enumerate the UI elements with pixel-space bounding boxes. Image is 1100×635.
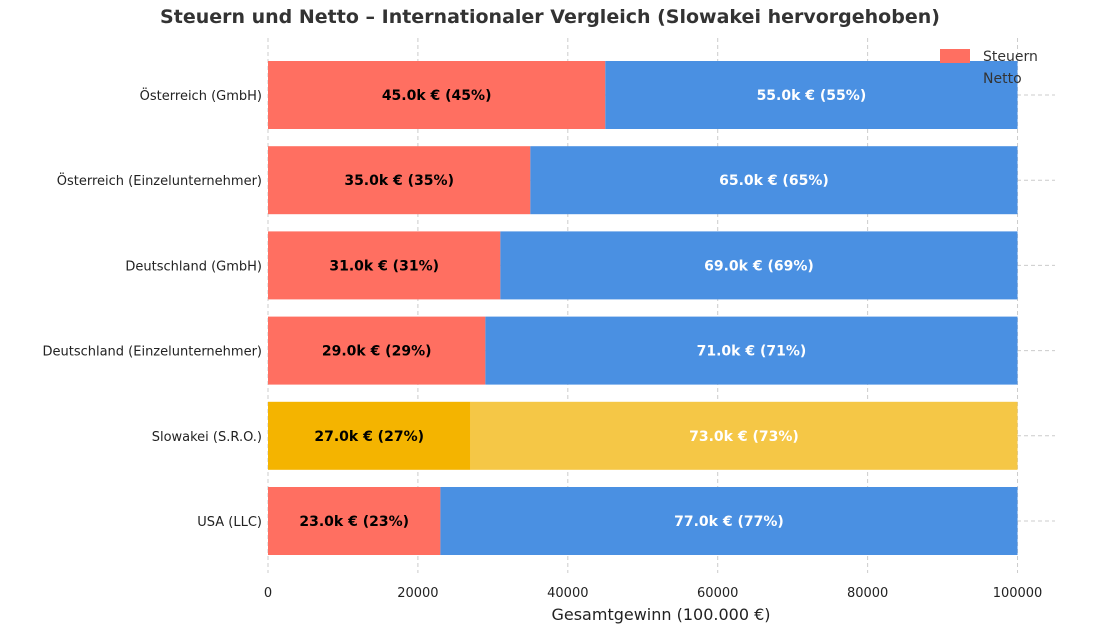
bar-label-netto-5: 77.0k € (77%)	[674, 514, 784, 530]
legend-label-netto: Netto	[983, 71, 1022, 87]
bar-netto-2	[500, 231, 1018, 300]
legend-label-steuern: Steuern	[983, 49, 1038, 65]
chart-title: Steuern und Netto – Internationaler Verg…	[160, 6, 940, 28]
bar-steuern-0	[268, 61, 606, 129]
bar-steuern-1	[268, 146, 531, 215]
y-tick-label: Slowakei (S.R.O.)	[152, 430, 262, 445]
y-axis-labels: Österreich (GmbH) Österreich (Einzelunter…	[42, 87, 262, 530]
bar-label-netto-3: 71.0k € (71%)	[697, 344, 807, 360]
x-tick-label: 20000	[397, 586, 438, 601]
bar-label-steuern-5: 23.0k € (23%)	[299, 514, 409, 530]
y-tick-label: Österreich (GmbH)	[140, 87, 262, 104]
bar-label-netto-1: 65.0k € (65%)	[719, 173, 829, 189]
bar-netto-3	[485, 316, 1018, 385]
legend-swatch-steuern	[940, 49, 970, 63]
x-tick-label: 100000	[993, 586, 1043, 601]
bars: 45.0k € (45%) 55.0k € (55%) 35.0k € (35%) 6…	[268, 61, 1018, 555]
x-tick-label: 80000	[847, 586, 888, 601]
bar-steuern-5	[268, 487, 441, 555]
x-tick-label: 60000	[697, 586, 738, 601]
bar-label-steuern-0: 45.0k € (45%)	[382, 88, 492, 104]
y-tick-label: Deutschland (GmbH)	[125, 259, 262, 274]
bar-label-steuern-4: 27.0k € (27%)	[314, 429, 424, 445]
bar-steuern-3	[268, 316, 486, 385]
y-tick-label: USA (LLC)	[197, 515, 262, 530]
x-axis-title: Gesamtgewinn (100.000 €)	[551, 605, 770, 624]
bar-netto-5	[440, 487, 1018, 555]
bar-label-steuern-3: 29.0k € (29%)	[322, 344, 432, 360]
y-tick-label: Deutschland (Einzelunternehmer)	[42, 345, 262, 360]
bar-label-netto-0: 55.0k € (55%)	[757, 88, 867, 104]
bar-label-steuern-1: 35.0k € (35%)	[344, 173, 454, 189]
bar-label-netto-4: 73.0k € (73%)	[689, 429, 799, 445]
bar-steuern-2	[268, 231, 501, 300]
y-tick-label: Österreich (Einzelunternehmer)	[57, 172, 262, 189]
bar-netto-4	[470, 401, 1018, 470]
x-axis-ticks: 0 20000 40000 60000 80000 100000	[264, 586, 1042, 601]
x-tick-label: 40000	[547, 586, 588, 601]
x-tick-label: 0	[264, 586, 272, 601]
bar-steuern-4	[268, 401, 471, 470]
bar-netto-1	[530, 146, 1018, 215]
bar-label-netto-2: 69.0k € (69%)	[704, 258, 814, 274]
legend: Steuern Netto	[940, 49, 1038, 87]
bar-label-steuern-2: 31.0k € (31%)	[329, 258, 439, 274]
bar-netto-0	[605, 61, 1018, 129]
